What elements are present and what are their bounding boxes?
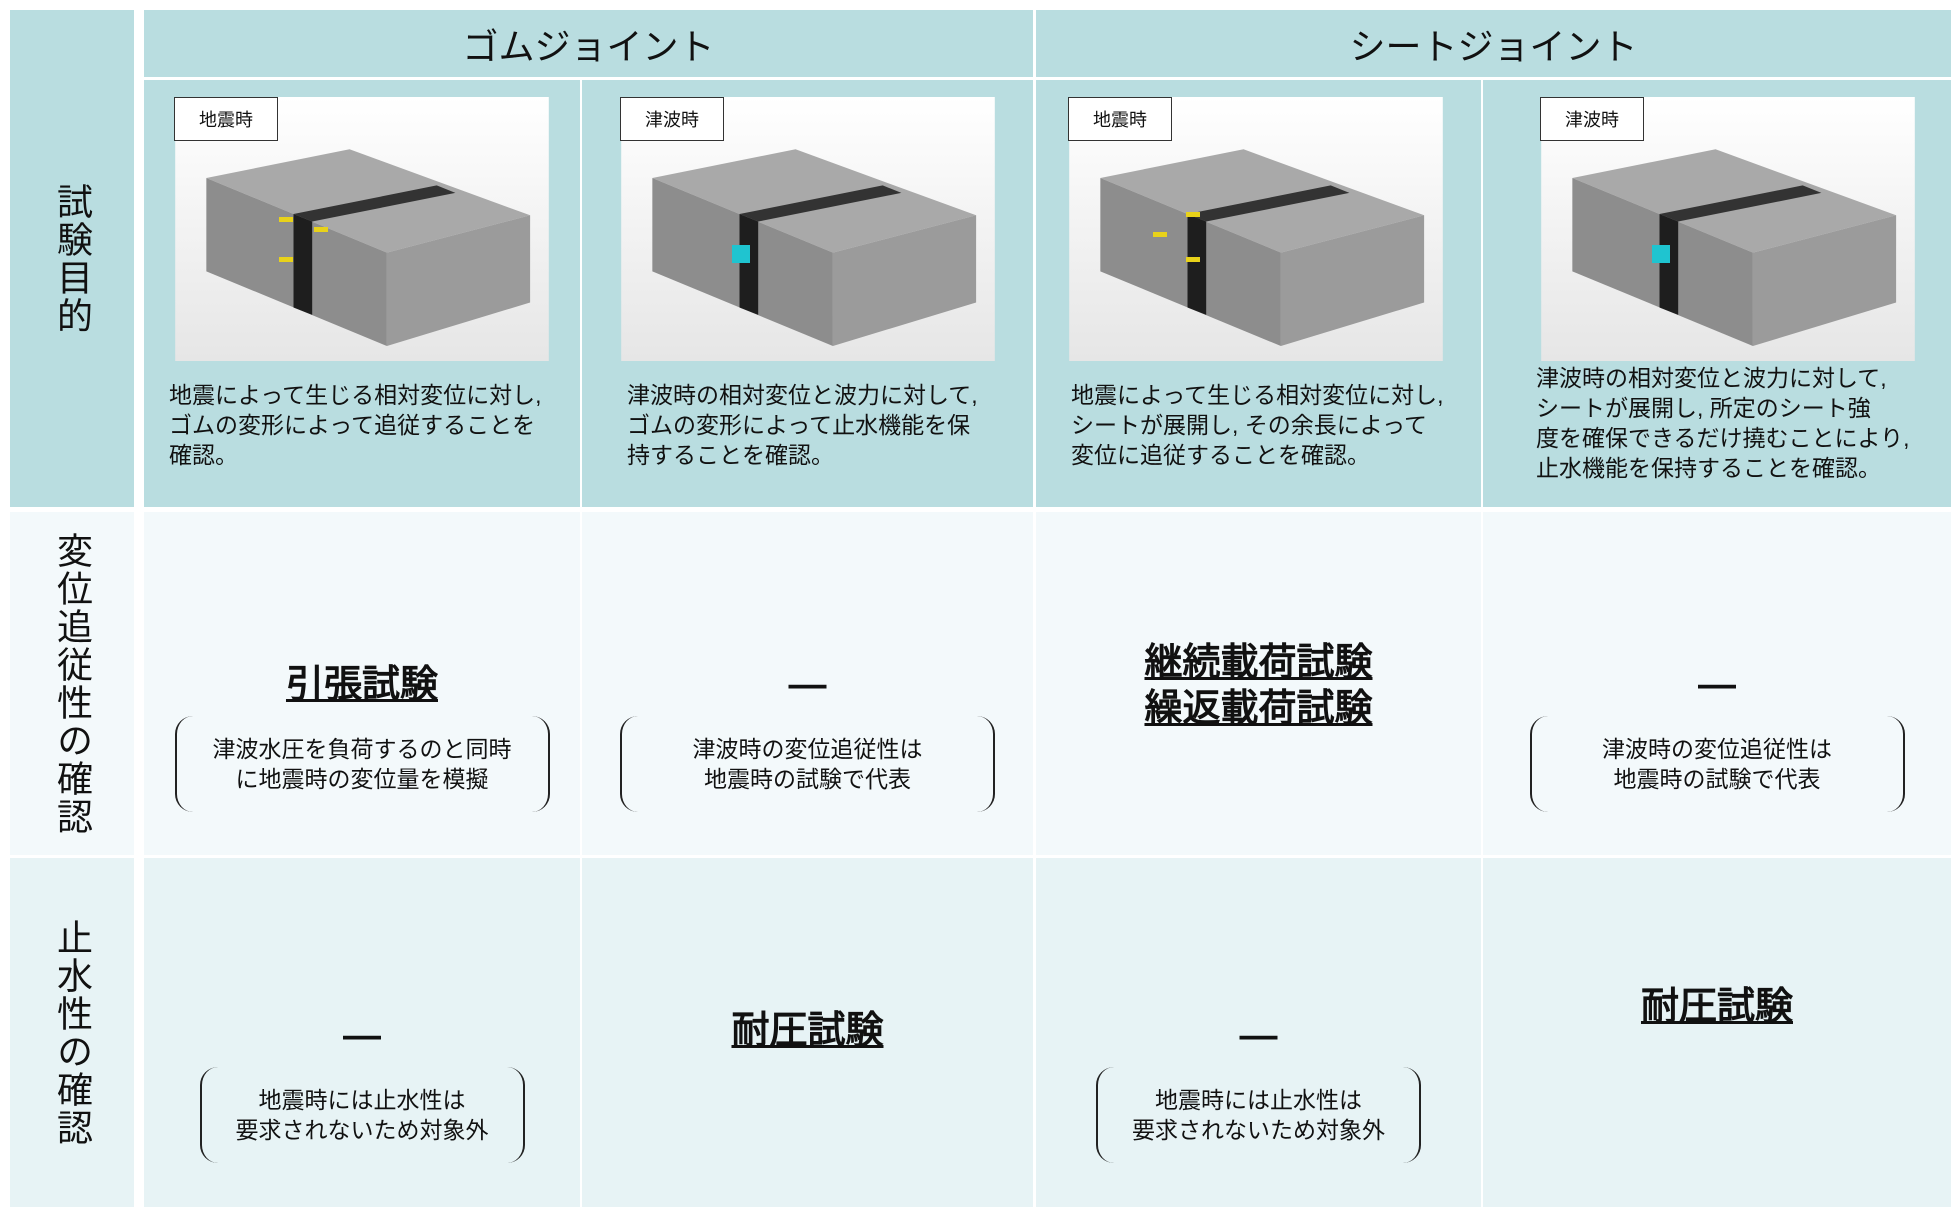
note: 津波時の変位追従性は 地震時の試験で代表: [1529, 716, 1905, 812]
block-image: [620, 97, 996, 361]
test-name: 耐圧試験: [1640, 986, 1793, 1028]
test-name: —: [1698, 664, 1736, 706]
tag: 津波時: [620, 97, 724, 141]
test-name: —: [1239, 1015, 1278, 1057]
watertight-cell: — 地震時には止水性は 要求されないため対象外: [144, 858, 580, 1207]
block-image: [174, 97, 550, 361]
tag: 津波時: [1540, 97, 1644, 141]
description: 地震によって生じる相対変位に対し, シートが展開し, その余長によって 変位に追…: [1071, 382, 1444, 468]
purpose-cell: 地震時 地震によって生じる相対変位に対し, ゴムの変形によって追従することを 確…: [144, 80, 580, 507]
purpose-cell: 津波時 津波時の相対変位と波力に対して, シートが展開し, 所定のシート強 度を…: [1483, 80, 1951, 507]
row-label: 試験目的: [10, 10, 134, 507]
column-header: ゴムジョイント: [144, 10, 1033, 77]
column-header: シートジョイント: [1036, 10, 1951, 77]
test-name: —: [343, 1015, 381, 1057]
purpose-cell: 地震時 地震によって生じる相対変位に対し, シートが展開し, その余長によって …: [1036, 80, 1481, 507]
displacement-cell: — 津波時の変位追従性は 地震時の試験で代表: [582, 512, 1033, 855]
displacement-cell: 継続載荷試験 繰返載荷試験: [1036, 512, 1481, 855]
purpose-cell: 津波時 津波時の相対変位と波力に対して, ゴムの変形によって止水機能を保 持する…: [582, 80, 1033, 507]
illustration: 地震時: [174, 97, 550, 361]
tag: 地震時: [174, 97, 278, 141]
note: 地震時には止水性は 要求されないため対象外: [199, 1067, 525, 1163]
watertight-cell: 耐圧試験: [1483, 858, 1951, 1207]
block-image: [1068, 97, 1444, 361]
test-name: 耐圧試験: [731, 1010, 884, 1052]
description: 津波時の相対変位と波力に対して, シートが展開し, 所定のシート強 度を確保でき…: [1536, 365, 1910, 481]
row-label: 止水性の確認: [10, 858, 134, 1207]
displacement-cell: — 津波時の変位追従性は 地震時の試験で代表: [1483, 512, 1951, 855]
displacement-cell: 引張試験 津波水圧を負荷するのと同時 に地震時の変位量を模擬: [144, 512, 580, 855]
note: 津波時の変位追従性は 地震時の試験で代表: [620, 716, 995, 812]
watertight-cell: 耐圧試験: [582, 858, 1033, 1207]
note: 地震時には止水性は 要求されないため対象外: [1096, 1067, 1421, 1163]
test-name: 継続載荷試験 繰返載荷試験: [1144, 642, 1373, 730]
block-image: [1540, 97, 1916, 361]
illustration: 津波時: [1540, 97, 1916, 361]
tag: 地震時: [1068, 97, 1172, 141]
test-name: 引張試験: [285, 664, 438, 706]
illustration: 地震時: [1068, 97, 1444, 361]
illustration: 津波時: [620, 97, 996, 361]
test-name: —: [788, 664, 827, 706]
description: 地震によって生じる相対変位に対し, ゴムの変形によって追従することを 確認。: [169, 382, 542, 468]
watertight-cell: — 地震時には止水性は 要求されないため対象外: [1036, 858, 1481, 1207]
note: 津波水圧を負荷するのと同時 に地震時の変位量を模擬: [174, 716, 550, 812]
description: 津波時の相対変位と波力に対して, ゴムの変形によって止水機能を保 持することを確…: [627, 382, 978, 468]
row-label: 変位追従性の確認: [10, 512, 134, 855]
